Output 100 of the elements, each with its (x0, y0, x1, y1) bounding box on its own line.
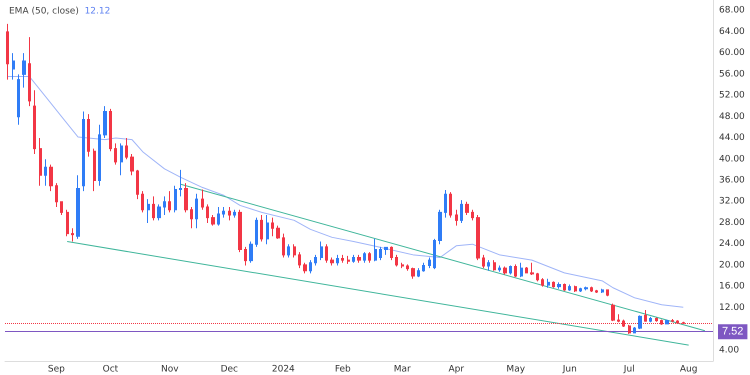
candlestick (109, 108, 112, 152)
candlestick (184, 182, 188, 213)
candlestick (476, 214, 480, 261)
candlestick (49, 164, 53, 192)
candlestick (201, 189, 204, 210)
candlestick (514, 264, 517, 278)
x-tick-label: Nov (161, 364, 180, 374)
candlestick (444, 190, 447, 218)
candlestick (6, 23, 9, 80)
candlestick (633, 326, 636, 334)
x-tick-label: Oct (102, 364, 119, 374)
x-tick-label: Jun (562, 364, 577, 374)
candlestick (520, 262, 523, 278)
candlestick (590, 286, 593, 292)
candlestick (530, 262, 534, 276)
y-tick-label: 60.00 (719, 48, 746, 58)
y-tick-label: 28.00 (719, 218, 746, 228)
candlestick (314, 254, 317, 266)
candlestick (401, 262, 404, 269)
candlestick (325, 244, 328, 264)
candlestick (28, 36, 31, 107)
candlestick (460, 200, 463, 224)
candlestick (341, 254, 344, 264)
candlestick (125, 138, 128, 160)
candlestick (98, 124, 101, 186)
y-tick-label: 68.00 (719, 6, 746, 16)
candlestick (330, 256, 334, 266)
candlestick (584, 286, 588, 291)
candlestick (179, 169, 182, 197)
x-tick-label: Mar (394, 364, 412, 374)
candlestick (336, 254, 339, 266)
y-tick-label: 36.00 (719, 176, 746, 186)
candlestick (147, 198, 150, 224)
candlestick (487, 260, 490, 272)
candlestick (266, 214, 269, 245)
candlestick (649, 316, 652, 323)
candlestick (103, 106, 107, 139)
y-tick-label: 12.00 (719, 302, 746, 313)
candlestick (44, 158, 47, 186)
candlestick (222, 206, 225, 218)
candlestick (120, 142, 123, 176)
y-tick-label: 4.00 (719, 345, 740, 356)
candlestick (352, 254, 355, 264)
candlestick (152, 196, 155, 221)
candlestick (525, 266, 528, 274)
x-tick-label: Dec (220, 364, 238, 374)
candlestick (39, 138, 42, 186)
candlestick (271, 217, 274, 237)
candlestick (406, 264, 409, 272)
y-tick-label: 56.00 (719, 69, 746, 80)
candlestick (76, 174, 80, 240)
candlestick (244, 246, 247, 266)
x-tick-label: Apr (448, 364, 464, 374)
candlestick (498, 264, 501, 272)
candlestick (428, 256, 431, 269)
candlestick (482, 254, 485, 269)
candlestick (320, 241, 323, 261)
candlestick (509, 264, 512, 275)
candlestick (309, 260, 312, 274)
candlestick (141, 190, 144, 213)
candlestick (303, 262, 307, 274)
candlestick (471, 209, 474, 221)
candlestick (465, 201, 469, 216)
candlestick (249, 241, 253, 264)
candlestick (276, 225, 280, 240)
candlestick (638, 314, 642, 330)
candlestick (55, 182, 58, 208)
text: 12.12 (84, 6, 110, 16)
candlestick (568, 284, 571, 292)
y-tick-label: 40.00 (719, 154, 746, 164)
candlestick (536, 272, 539, 282)
candlestick (174, 185, 177, 213)
candlestick (238, 209, 242, 253)
candlestick (455, 209, 458, 226)
candlestick (114, 142, 117, 166)
candlestick (379, 246, 382, 261)
candlestick (217, 206, 220, 226)
candlestick (390, 246, 393, 261)
candlestick (206, 204, 209, 224)
candlestick (17, 74, 20, 126)
candlestick (66, 209, 69, 237)
x-tick-label: Aug (680, 364, 698, 374)
text: EMA (50, close) (9, 6, 85, 16)
candlestick (595, 289, 598, 294)
candlestick (12, 52, 15, 80)
candlestick (449, 192, 452, 218)
candlestick (233, 209, 236, 218)
candlestick (347, 255, 350, 264)
y-tick-label: 16.00 (719, 282, 746, 292)
candlestick (82, 110, 85, 192)
line-series (7, 76, 684, 308)
candlestick (606, 288, 609, 297)
candlestick (157, 204, 161, 221)
candlestick (557, 282, 561, 290)
candlestick (293, 244, 296, 258)
candlestick (130, 153, 134, 176)
candlestick (368, 252, 371, 264)
candlestick (282, 233, 285, 258)
candlestick (71, 228, 74, 242)
candlestick (228, 206, 231, 221)
